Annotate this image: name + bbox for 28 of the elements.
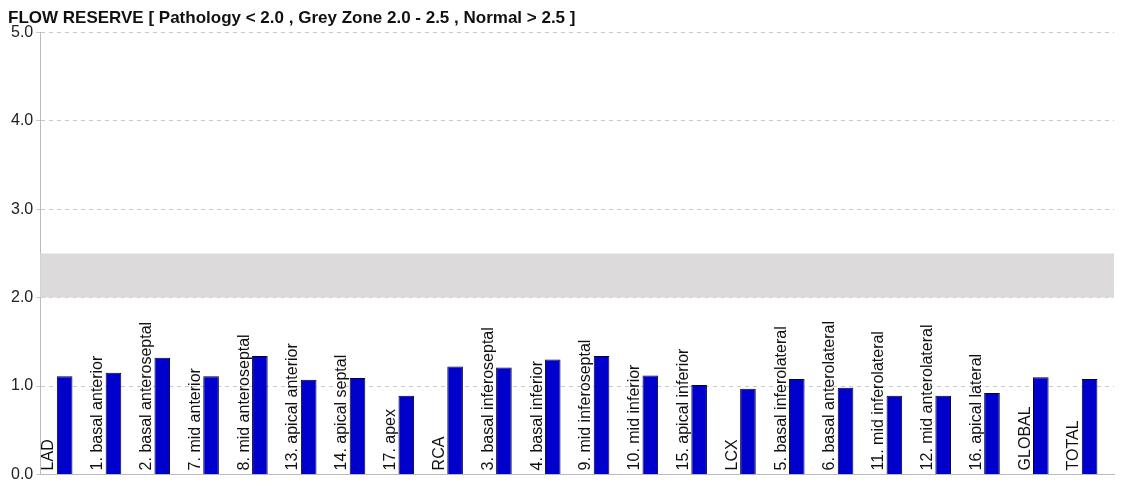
y-tick-label: 3.0 xyxy=(10,199,34,217)
x-tick-label: 7. mid anterior xyxy=(185,367,203,471)
y-tick-label: 4.0 xyxy=(10,111,34,129)
x-tick-label: LAD xyxy=(39,439,57,471)
y-tick-label: 1.0 xyxy=(10,376,34,394)
x-tick-label: 11. mid inferolateral xyxy=(869,331,887,471)
y-tick-label: 2.0 xyxy=(10,288,34,306)
x-tick-label: 1. basal anterior xyxy=(88,354,106,471)
x-tick-label: GLOBAL xyxy=(1015,406,1033,471)
x-tick-label: 15. apical inferior xyxy=(673,347,691,471)
y-tick-label: 5.0 xyxy=(10,22,34,40)
x-tick-label: 8. mid anteroseptal xyxy=(234,334,252,471)
x-tick-label: 16. apical lateral xyxy=(966,353,984,471)
x-tick-label: 9. mid inferoseptal xyxy=(576,339,594,471)
x-tick-label: 13. apical anterior xyxy=(283,342,301,471)
x-tick-label: 17. apex xyxy=(381,409,399,471)
x-tick-label: 4. basal inferior xyxy=(527,360,545,471)
x-tick-label: RCA xyxy=(429,436,447,471)
x-tick-label: 14. apical septal xyxy=(332,354,350,471)
y-tick-label: 0.0 xyxy=(10,464,34,482)
x-tick-label: 5. basal inferolateral xyxy=(771,326,789,471)
x-tick-label: 6. basal anterolateral xyxy=(820,320,838,471)
x-tick-label: 10. mid inferior xyxy=(625,363,643,471)
x-tick-label: TOTAL xyxy=(1064,420,1082,471)
x-tick-label: LCX xyxy=(722,438,740,471)
x-tick-label: 2. basal anteroseptal xyxy=(137,321,155,471)
x-tick-label: 12. mid anterolateral xyxy=(917,324,935,471)
x-tick-label: 3. basal inferoseptal xyxy=(478,327,496,471)
